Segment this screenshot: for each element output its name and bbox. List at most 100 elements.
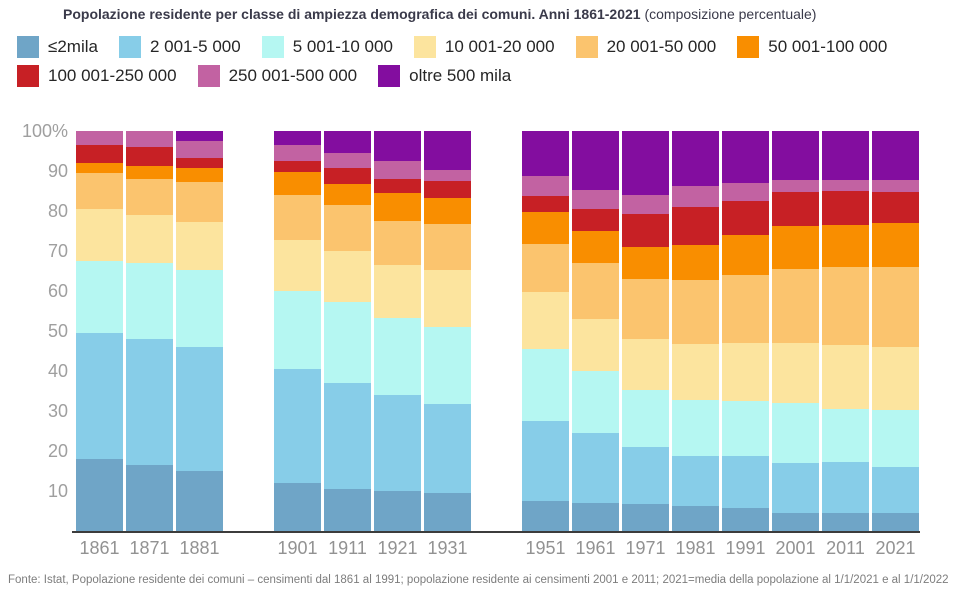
x-tick-1971: 1971 xyxy=(625,538,666,558)
segment-2001 xyxy=(772,179,819,193)
chart-title-suffix: (composizione percentuale) xyxy=(640,6,817,22)
segment-1961 xyxy=(572,209,619,231)
segment-1971 xyxy=(622,131,669,196)
legend-swatch xyxy=(575,36,598,58)
y-tick-30: 30 xyxy=(47,401,68,421)
x-tick-1961: 1961 xyxy=(575,538,616,558)
segment-1921 xyxy=(374,131,421,162)
bar-1921 xyxy=(374,131,421,531)
x-tick-1981: 1981 xyxy=(675,538,716,558)
bars-area xyxy=(76,131,919,531)
legend-item-8: 250 001-500 000 xyxy=(197,65,357,87)
bar-group-1 xyxy=(76,131,223,531)
bar-1991 xyxy=(722,131,769,531)
x-tick-1861: 1861 xyxy=(79,538,120,558)
bar-1951 xyxy=(522,131,569,531)
segment-1971 xyxy=(622,446,669,505)
segment-1951 xyxy=(522,292,569,349)
segment-1871 xyxy=(126,179,173,215)
bar-2021 xyxy=(872,131,919,531)
chart-title: Popolazione residente per classe di ampi… xyxy=(63,6,816,22)
segment-1981 xyxy=(672,456,719,507)
segment-1981 xyxy=(672,506,719,531)
legend-item-5: 20 001-50 000 xyxy=(575,36,716,58)
segment-1861 xyxy=(76,459,123,531)
legend-item-2: 2 001-5 000 xyxy=(118,36,241,58)
y-tick-40: 40 xyxy=(47,361,68,381)
x-tick-1901: 1901 xyxy=(277,538,318,558)
segment-1931 xyxy=(424,270,471,328)
segment-1911 xyxy=(324,251,371,303)
segment-2001 xyxy=(772,192,819,226)
segment-1971 xyxy=(622,504,669,531)
segment-1881 xyxy=(176,269,223,347)
segment-1911 xyxy=(324,302,371,383)
segment-2021 xyxy=(872,467,919,513)
segment-1961 xyxy=(572,319,619,371)
legend-item-4: 10 001-20 000 xyxy=(413,36,555,58)
x-tick-2001: 2001 xyxy=(775,538,816,558)
segment-1871 xyxy=(126,131,173,148)
segment-1881 xyxy=(176,222,223,270)
segment-2011 xyxy=(822,409,869,463)
segment-1861 xyxy=(76,131,123,145)
segment-1861 xyxy=(76,261,123,333)
legend-label: ≤2mila xyxy=(48,37,98,56)
bar-1871 xyxy=(126,131,173,531)
segment-1861 xyxy=(76,145,123,163)
segment-2021 xyxy=(872,346,919,411)
segment-1961 xyxy=(572,131,619,190)
segment-1861 xyxy=(76,333,123,459)
segment-1901 xyxy=(274,172,321,195)
legend-swatch xyxy=(197,65,220,87)
legend-label: 100 001-250 000 xyxy=(48,66,177,85)
segment-2001 xyxy=(772,513,819,531)
segment-1981 xyxy=(672,131,719,187)
x-axis-line xyxy=(72,531,920,533)
segment-1921 xyxy=(374,491,421,531)
segment-1951 xyxy=(522,196,569,212)
x-tick-1951: 1951 xyxy=(525,538,566,558)
segment-1921 xyxy=(374,265,421,319)
segment-1921 xyxy=(374,395,421,491)
segment-1991 xyxy=(722,343,769,402)
legend-swatch xyxy=(261,36,284,58)
segment-1971 xyxy=(622,390,669,447)
segment-1961 xyxy=(572,263,619,319)
segment-1981 xyxy=(672,400,719,457)
segment-2011 xyxy=(822,462,869,513)
source-note: Fonte: Istat, Popolazione residente dei … xyxy=(8,574,949,586)
segment-1901 xyxy=(274,194,321,240)
segment-1931 xyxy=(424,493,471,531)
segment-1921 xyxy=(374,193,421,222)
y-tick-60: 60 xyxy=(47,281,68,301)
legend: ≤2mila 2 001-5 000 5 001-10 000 10 001-20 0… xyxy=(17,36,958,87)
segment-2021 xyxy=(872,266,919,347)
segment-1991 xyxy=(722,275,769,344)
segment-1971 xyxy=(622,339,669,391)
segment-1971 xyxy=(622,247,669,280)
segment-1991 xyxy=(722,183,769,202)
segment-1981 xyxy=(672,245,719,281)
legend-swatch xyxy=(413,36,436,58)
segment-1881 xyxy=(176,131,223,141)
segment-2011 xyxy=(822,180,869,192)
segment-1981 xyxy=(672,207,719,246)
segment-1981 xyxy=(672,343,719,401)
segment-1901 xyxy=(274,483,321,531)
segment-1951 xyxy=(522,501,569,531)
bar-2011 xyxy=(822,131,869,531)
segment-1931 xyxy=(424,197,471,225)
segment-1911 xyxy=(324,489,371,531)
segment-2021 xyxy=(872,223,919,267)
segment-1991 xyxy=(722,401,769,457)
x-tick-1991: 1991 xyxy=(725,538,766,558)
bar-2001 xyxy=(772,131,819,531)
segment-1961 xyxy=(572,433,619,503)
segment-2021 xyxy=(872,513,919,531)
segment-1951 xyxy=(522,212,569,244)
y-tick-90: 90 xyxy=(47,161,68,181)
legend-item-1: ≤2mila xyxy=(17,36,98,58)
segment-1991 xyxy=(722,456,769,509)
segment-1931 xyxy=(424,169,471,182)
